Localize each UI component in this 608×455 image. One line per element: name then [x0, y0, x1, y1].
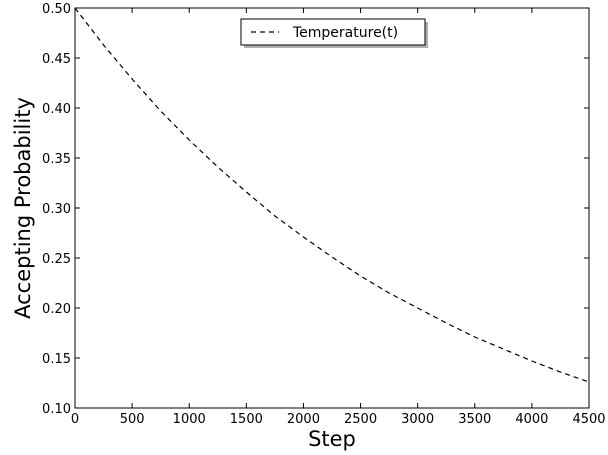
y-tick-label: 0.15 [42, 352, 71, 367]
x-tick-label: 1000 [173, 412, 206, 427]
x-tick-label: 2500 [344, 412, 377, 427]
y-tick-label: 0.50 [42, 2, 71, 17]
y-axis-ticks: 0.10 0.15 0.20 0.25 0.30 0.35 0.40 0.45 0.50 [42, 2, 589, 417]
plot-frame [74, 7, 590, 409]
y-tick-label: 0.40 [42, 102, 71, 117]
x-axis-label: Step [308, 427, 356, 451]
x-tick-label: 3500 [458, 412, 491, 427]
x-tick-label: 500 [120, 412, 145, 427]
x-tick-label: 4000 [515, 412, 548, 427]
y-tick-label: 0.35 [42, 152, 71, 167]
y-tick-label: 0.25 [42, 252, 71, 267]
x-tick-label: 0 [71, 412, 79, 427]
y-axis-label: Accepting Probability [11, 97, 35, 319]
y-tick-label: 0.30 [42, 202, 71, 217]
legend: Temperature(t) [240, 18, 428, 48]
x-tick-label: 3000 [401, 412, 434, 427]
y-tick-label: 0.20 [42, 302, 71, 317]
x-tick-label: 1500 [230, 412, 263, 427]
x-tick-label: 4500 [572, 412, 605, 427]
y-tick-label: 0.45 [42, 52, 71, 67]
x-tick-label: 2000 [287, 412, 320, 427]
y-tick-label: 0.10 [42, 402, 71, 417]
legend-label: Temperature(t) [292, 25, 398, 41]
x-axis-ticks: 0 500 1000 1500 2000 2500 3000 3500 4000 4500 [71, 8, 606, 427]
